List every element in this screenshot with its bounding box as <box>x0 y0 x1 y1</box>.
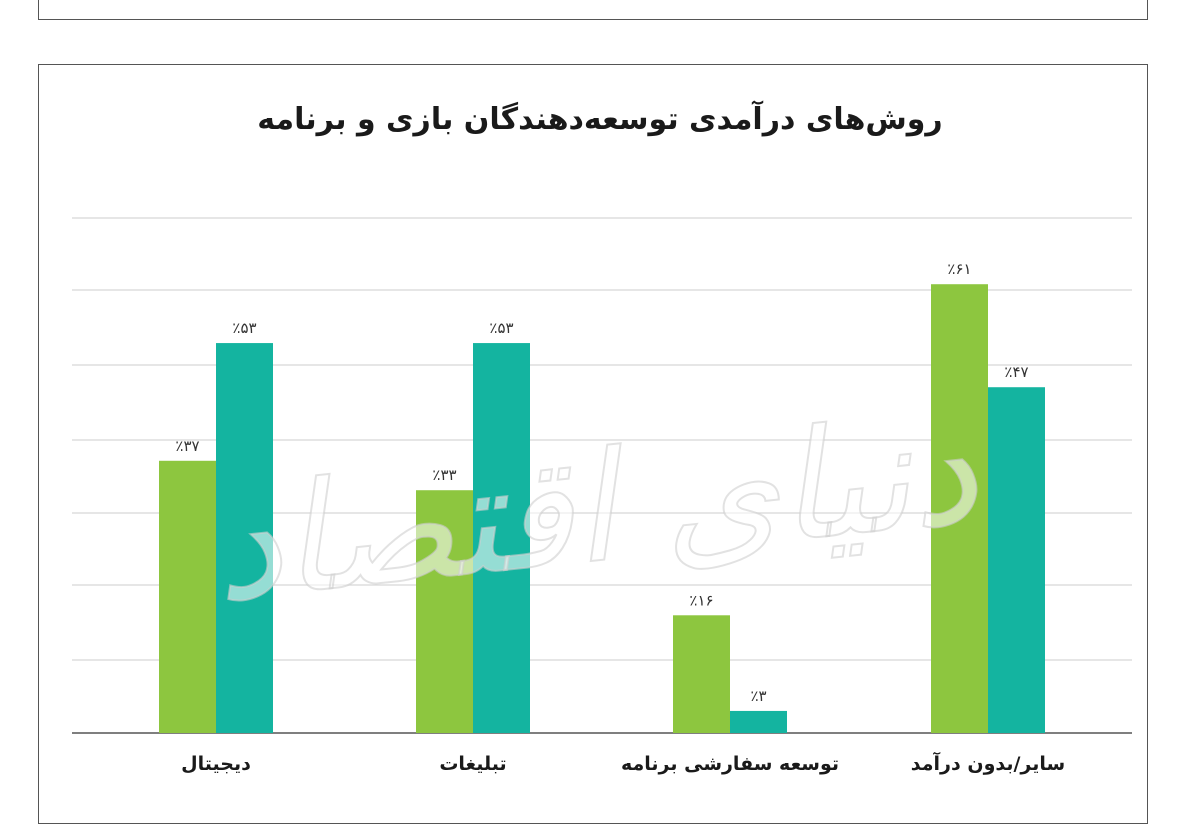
value-labels: ٪۳۷ ٪۵۳ ٪۳۳ ٪۵۳ ٪۱۶ ٪۳ ٪۶۱ ٪۴۷ <box>175 260 1028 705</box>
value-label: ٪۶۱ <box>947 260 971 278</box>
category-label: تبلیغات <box>439 753 506 775</box>
bar-series-1-category-2 <box>416 490 473 733</box>
chart-title: روش‌های درآمدی توسعه‌دهندگان بازی و برنا… <box>257 102 943 137</box>
category-labels: دیجیتال تبلیغات توسعه سفارشی برنامه سایر/بد… <box>181 751 1065 775</box>
watermark: دنیای اقتصاد <box>205 383 986 636</box>
bar-series-1-category-4 <box>931 284 988 733</box>
category-label: دیجیتال <box>181 753 251 775</box>
bar-series-2-category-3 <box>730 710 787 733</box>
category-label: سایر/بدون درآمد <box>911 751 1065 775</box>
bars <box>159 284 1045 733</box>
bar-chart: ٪۳۷ ٪۵۳ ٪۳۳ ٪۵۳ ٪۱۶ ٪۳ ٪۶۱ ٪۴۷ دیجیتال تبلیغات تو… <box>72 217 1132 775</box>
value-label: ٪۱۶ <box>689 591 713 609</box>
value-label: ٪۳ <box>750 687 766 705</box>
bar-series-2-category-2 <box>473 343 530 733</box>
value-label: ٪۵۳ <box>232 319 256 337</box>
bar-series-1-category-1 <box>159 460 216 733</box>
category-label: توسعه سفارشی برنامه <box>621 753 839 775</box>
top-panel-border <box>38 0 1148 20</box>
value-label: ٪۳۷ <box>175 437 199 455</box>
value-label: ٪۵۳ <box>489 319 513 337</box>
bar-series-2-category-1 <box>216 343 273 733</box>
value-label: ٪۴۷ <box>1004 363 1028 381</box>
bar-series-1-category-3 <box>673 615 730 733</box>
bar-series-2-category-4 <box>988 387 1045 733</box>
value-label: ٪۳۳ <box>432 466 456 484</box>
